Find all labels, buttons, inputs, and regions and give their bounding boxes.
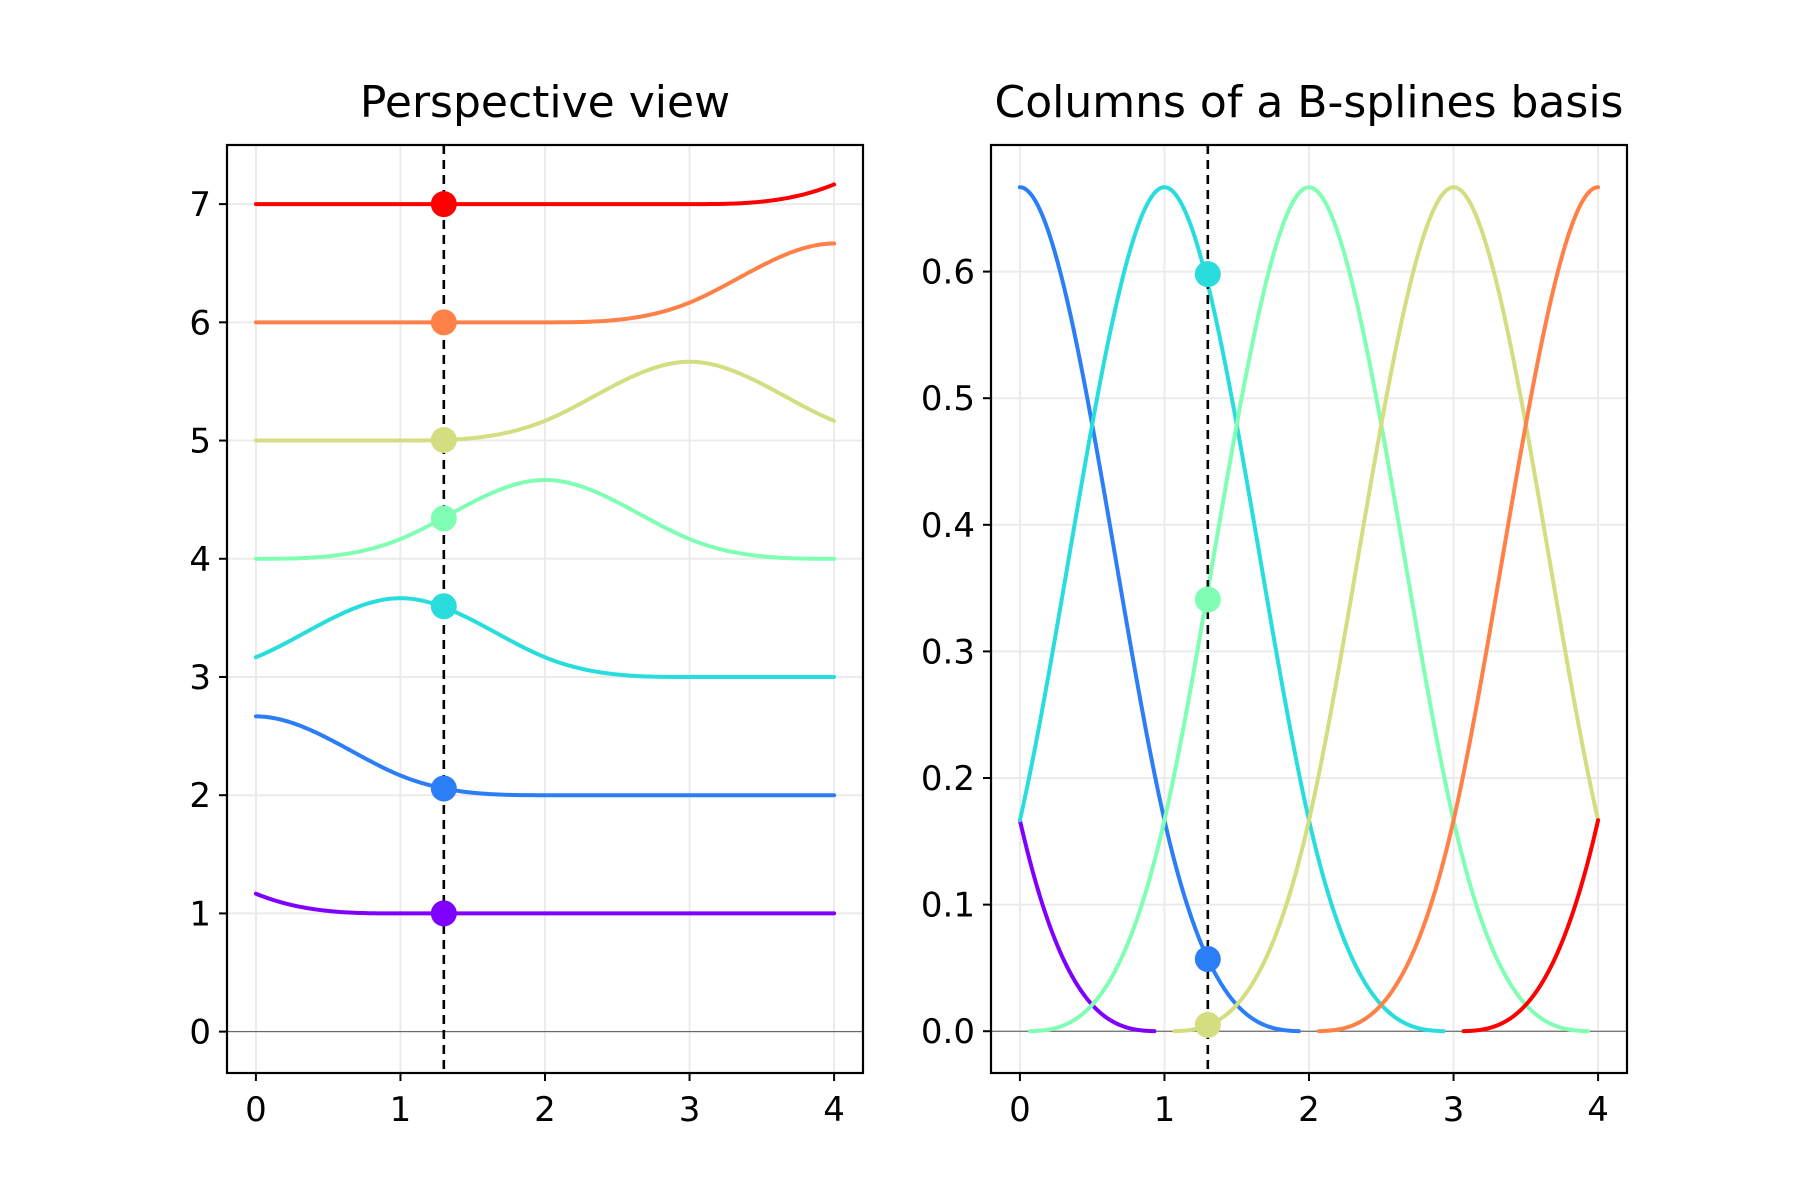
series-group — [1017, 185, 1601, 1034]
series-line — [1317, 185, 1601, 1034]
series-line — [1461, 818, 1601, 1034]
evaluation-point — [1194, 946, 1221, 973]
series-line — [1017, 185, 1446, 1034]
x-tick-label: 4 — [823, 1090, 845, 1130]
y-tick-label: 1 — [189, 894, 211, 934]
series-line — [1017, 818, 1157, 1034]
series-group — [253, 182, 837, 916]
evaluation-point — [1194, 586, 1221, 613]
series-line — [1017, 185, 1301, 1034]
series-line — [253, 359, 837, 443]
y-tick-label: 0.1 — [921, 886, 975, 926]
chart-title: Perspective view — [360, 77, 730, 128]
series-line — [253, 182, 837, 207]
evaluation-point — [1194, 261, 1221, 288]
x-tick-label: 0 — [1009, 1090, 1031, 1130]
y-tick-label: 2 — [189, 776, 211, 816]
evaluation-point — [430, 309, 457, 336]
series-line — [253, 241, 837, 325]
evaluation-point — [430, 900, 457, 927]
perspective-view-panel: 0 1 2 3 4 0 1 2 3 4 5 6 7 Perspective view — [189, 77, 865, 1130]
x-tick-label: 3 — [1443, 1090, 1465, 1130]
y-tick-label: 5 — [189, 422, 211, 462]
x-tick-label: 2 — [534, 1090, 556, 1130]
y-tick-label: 4 — [189, 540, 211, 580]
series-line — [253, 477, 837, 561]
evaluation-point — [430, 775, 457, 802]
y-tick-label: 0 — [189, 1013, 211, 1053]
evaluation-point — [430, 505, 457, 532]
y-tick-label: 0.0 — [921, 1012, 975, 1052]
evaluation-point — [430, 593, 457, 620]
y-tick-label: 0.5 — [921, 379, 975, 419]
y-tick-label: 0.4 — [921, 506, 975, 546]
series-line — [1028, 185, 1590, 1034]
series-line — [253, 891, 837, 916]
bspline-basis-panel: 0 1 2 3 4 0.0 0.1 0.2 0.3 0.4 0.5 0.6 Columns of a B… — [921, 77, 1629, 1130]
x-tick-label: 2 — [1298, 1090, 1320, 1130]
y-tick-label: 7 — [189, 185, 211, 225]
evaluation-point — [430, 426, 457, 453]
chart-title: Columns of a B-splines basis — [995, 77, 1624, 128]
series-line — [1172, 185, 1601, 1034]
x-tick-label: 1 — [390, 1090, 412, 1130]
evaluation-point — [1194, 1011, 1221, 1038]
x-tick-label: 0 — [245, 1090, 267, 1130]
x-tick-label: 3 — [679, 1090, 701, 1130]
y-tick-label: 0.6 — [921, 253, 975, 293]
evaluation-point — [430, 191, 457, 218]
y-tick-label: 0.2 — [921, 759, 975, 799]
y-tick-label: 6 — [189, 303, 211, 343]
series-line — [253, 714, 837, 798]
series-line — [253, 596, 837, 679]
y-tick-label: 0.3 — [921, 632, 975, 672]
y-tick-label: 3 — [189, 658, 211, 698]
x-tick-label: 1 — [1154, 1090, 1176, 1130]
x-tick-label: 4 — [1587, 1090, 1609, 1130]
